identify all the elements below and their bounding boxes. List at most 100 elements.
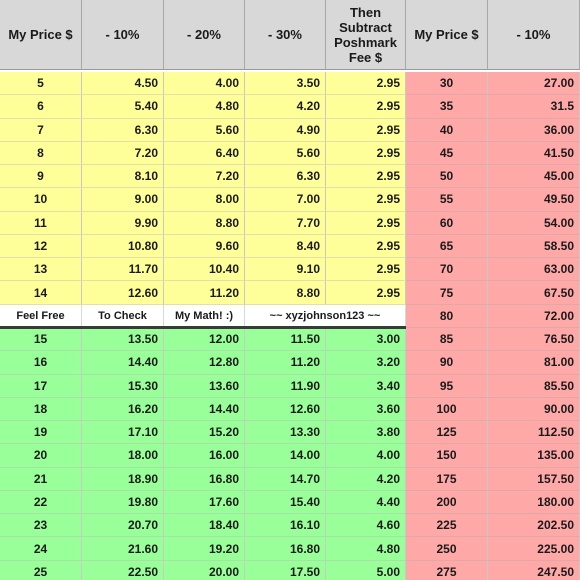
table-cell[interactable]: 175	[406, 467, 488, 491]
table-cell[interactable]: 23	[0, 514, 82, 538]
table-cell[interactable]: 3.60	[326, 397, 406, 422]
table-cell[interactable]: 10.40	[164, 258, 245, 282]
column-header[interactable]: - 30%	[245, 0, 326, 70]
column-header[interactable]: - 10%	[488, 0, 580, 70]
table-cell[interactable]: 12.80	[164, 351, 245, 375]
table-cell[interactable]: 12.60	[82, 281, 164, 305]
table-cell[interactable]: 31.5	[488, 95, 580, 119]
table-cell[interactable]: 5	[0, 72, 82, 96]
table-cell[interactable]: 17	[0, 374, 82, 398]
table-cell[interactable]: 12.00	[164, 327, 245, 352]
table-cell[interactable]: 11	[0, 211, 82, 235]
table-cell[interactable]: 9.10	[245, 258, 326, 282]
table-cell[interactable]: 70	[406, 258, 488, 282]
table-cell[interactable]: 60	[406, 211, 488, 235]
column-header[interactable]: My Price $	[406, 0, 488, 70]
table-cell[interactable]: 17.60	[164, 490, 245, 515]
table-cell[interactable]: 275	[406, 560, 488, 580]
table-cell[interactable]: 10	[0, 188, 82, 212]
table-cell[interactable]: 202.50	[488, 514, 580, 538]
table-cell[interactable]: 2.95	[326, 141, 406, 166]
column-header[interactable]: My Price $	[0, 0, 82, 70]
table-cell[interactable]: 225	[406, 514, 488, 538]
table-cell[interactable]: 90	[406, 351, 488, 375]
table-cell[interactable]: 21	[0, 467, 82, 491]
table-cell[interactable]: 11.20	[245, 351, 326, 375]
table-cell[interactable]: 9.90	[82, 211, 164, 235]
table-cell[interactable]: 16.10	[245, 514, 326, 538]
table-cell[interactable]: 8	[0, 141, 82, 166]
table-cell[interactable]: 85	[406, 327, 488, 352]
table-cell[interactable]: 4.20	[326, 467, 406, 491]
table-cell[interactable]: 18.40	[164, 514, 245, 538]
column-header[interactable]: - 20%	[164, 0, 245, 70]
table-cell[interactable]: 4.20	[245, 95, 326, 119]
table-cell[interactable]: 125	[406, 421, 488, 445]
table-cell[interactable]: 15.30	[82, 374, 164, 398]
table-cell[interactable]: 5.00	[326, 560, 406, 580]
table-cell[interactable]: 18.90	[82, 467, 164, 491]
table-cell[interactable]: 41.50	[488, 141, 580, 166]
table-cell[interactable]: 4.40	[326, 490, 406, 515]
table-cell[interactable]: 8.00	[164, 188, 245, 212]
table-cell[interactable]: 2.95	[326, 118, 406, 142]
table-cell[interactable]: 45	[406, 141, 488, 166]
table-cell[interactable]: 9.60	[164, 234, 245, 259]
table-cell[interactable]: 4.80	[164, 95, 245, 119]
table-cell[interactable]: 12.60	[245, 397, 326, 422]
table-cell[interactable]: 54.00	[488, 211, 580, 235]
table-cell[interactable]: 24	[0, 537, 82, 561]
table-cell[interactable]: 6	[0, 95, 82, 119]
table-cell[interactable]: 8.40	[245, 234, 326, 259]
table-cell[interactable]: 7.70	[245, 211, 326, 235]
table-cell[interactable]: 75	[406, 281, 488, 305]
table-cell[interactable]: 5.60	[245, 141, 326, 166]
table-cell[interactable]: 2.95	[326, 188, 406, 212]
table-cell[interactable]: 2.95	[326, 258, 406, 282]
table-cell[interactable]: 16	[0, 351, 82, 375]
table-cell[interactable]: 22.50	[82, 560, 164, 580]
table-cell[interactable]: 18.00	[82, 444, 164, 468]
table-cell[interactable]: 40	[406, 118, 488, 142]
table-cell[interactable]: 200	[406, 490, 488, 515]
table-cell[interactable]: 9	[0, 165, 82, 189]
table-cell[interactable]: 17.50	[245, 560, 326, 580]
table-cell[interactable]: 13.50	[82, 327, 164, 352]
table-cell[interactable]: 12	[0, 234, 82, 259]
table-cell[interactable]: 15	[0, 327, 82, 352]
table-cell[interactable]: 80	[406, 304, 488, 328]
table-cell[interactable]: 85.50	[488, 374, 580, 398]
table-cell[interactable]: 4.60	[326, 514, 406, 538]
table-cell[interactable]: 3.80	[326, 421, 406, 445]
table-cell[interactable]: 250	[406, 537, 488, 561]
table-cell[interactable]: 3.50	[245, 72, 326, 96]
table-cell[interactable]: 3.00	[326, 327, 406, 352]
table-cell[interactable]: 9.00	[82, 188, 164, 212]
table-cell[interactable]: 4.90	[245, 118, 326, 142]
table-cell[interactable]: 67.50	[488, 281, 580, 305]
table-cell[interactable]: 5.60	[164, 118, 245, 142]
table-cell[interactable]: 22	[0, 490, 82, 515]
table-cell[interactable]: 3.40	[326, 374, 406, 398]
table-cell[interactable]: 11.20	[164, 281, 245, 305]
table-cell[interactable]: 30	[406, 72, 488, 96]
table-cell[interactable]: 4.00	[326, 444, 406, 468]
table-cell[interactable]: 7.00	[245, 188, 326, 212]
table-cell[interactable]: 72.00	[488, 304, 580, 328]
table-cell[interactable]: 180.00	[488, 490, 580, 515]
table-cell[interactable]: 14.70	[245, 467, 326, 491]
table-cell[interactable]: 95	[406, 374, 488, 398]
table-cell[interactable]: 25	[0, 560, 82, 580]
table-cell[interactable]: 8.80	[164, 211, 245, 235]
column-header[interactable]: Then Subtract Poshmark Fee $	[326, 0, 406, 70]
table-cell[interactable]: 135.00	[488, 444, 580, 468]
table-cell[interactable]: 2.95	[326, 72, 406, 96]
table-cell[interactable]: 19.20	[164, 537, 245, 561]
table-cell[interactable]: 13	[0, 258, 82, 282]
table-cell[interactable]: 21.60	[82, 537, 164, 561]
table-cell[interactable]: 58.50	[488, 234, 580, 259]
table-cell[interactable]: 8.80	[245, 281, 326, 305]
table-cell[interactable]: 3.20	[326, 351, 406, 375]
table-cell[interactable]: 8.10	[82, 165, 164, 189]
table-cell[interactable]: 4.80	[326, 537, 406, 561]
